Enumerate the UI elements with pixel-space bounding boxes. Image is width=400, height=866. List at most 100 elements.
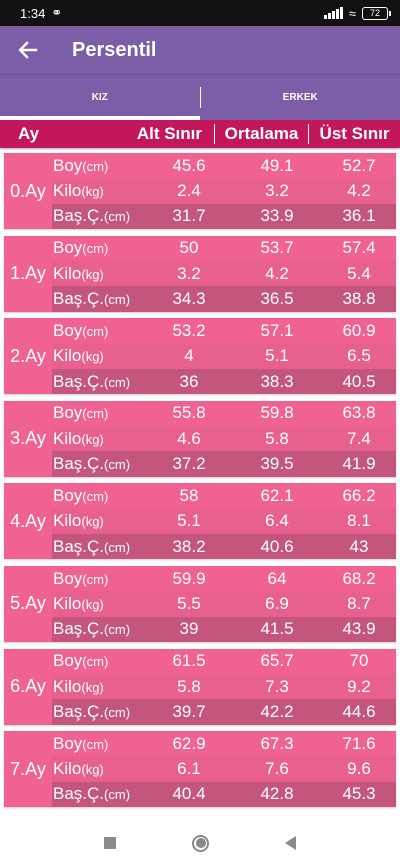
status-icons: ≈ 72 (323, 5, 391, 21)
row-label-name: Baş.Ç. (53, 288, 105, 308)
tab-erkek[interactable]: ERKEK (201, 75, 400, 120)
row-label-unit: (kg) (81, 596, 104, 612)
row-label-unit: (cm) (82, 654, 109, 670)
mean-value: 7.6 (265, 759, 289, 779)
row-label-name: Kilo (53, 676, 82, 696)
month-card: 3.Ay Boy(cm) 55.8 59.8 63.8 Kilo(kg) 4.6 5.8 7.4… (4, 400, 396, 477)
month-rows: Boy(cm) 59.9 64 68.2 Kilo(kg) 5.5 6.9 8.7 Baş.Ç.… (52, 565, 396, 642)
mean-value: 41.5 (260, 619, 294, 639)
row-label: Boy(cm) (52, 321, 146, 341)
row-label-name: Boy (53, 733, 83, 753)
status-time-group: 1:34 ⚭ (20, 5, 62, 21)
table-row: Boy(cm) 61.5 65.7 70 (52, 648, 396, 674)
month-card: 5.Ay Boy(cm) 59.9 64 68.2 Kilo(kg) 5.5 6.9 8.7 Ba… (4, 565, 396, 642)
row-label-name: Boy (53, 155, 83, 175)
table-row: Boy(cm) 55.8 59.8 63.8 (52, 400, 396, 427)
mean-value: 64 (267, 568, 287, 588)
table-row: Kilo(kg) 6.1 7.6 9.6 (52, 756, 396, 782)
row-label: Kilo(kg) (52, 346, 146, 366)
month-card: 0.Ay Boy(cm) 45.6 49.1 52.7 Kilo(kg) 2.4 3.2 4.2… (4, 153, 396, 229)
wifi-icon: ≈ (348, 5, 356, 21)
row-label: Baş.Ç.(cm) (52, 537, 146, 557)
row-label: Boy(cm) (52, 403, 146, 423)
header-upper: Üst Sınır (308, 124, 400, 144)
mean-value: 33.9 (260, 206, 294, 226)
lower-value: 39 (179, 619, 199, 639)
lower-value: 36 (179, 371, 199, 391)
mean-value: 6.9 (265, 593, 289, 613)
row-label-unit: (cm) (104, 374, 131, 390)
row-label: Boy(cm) (52, 486, 146, 506)
table-row: Kilo(kg) 5.8 7.3 9.2 (52, 673, 396, 700)
app-bar: Persentil (0, 26, 400, 74)
row-label: Boy(cm) (52, 651, 146, 671)
lower-value: 61.5 (172, 651, 206, 671)
dnd-off-icon: ⚭ (51, 5, 63, 20)
upper-value: 38.8 (342, 288, 376, 308)
tab-kiz[interactable]: KIZ (0, 75, 200, 120)
row-label-unit: (cm) (104, 457, 131, 473)
row-label-name: Kilo (53, 428, 82, 448)
row-label-unit: (kg) (81, 266, 104, 282)
upper-value: 43.9 (342, 619, 376, 639)
mean-value: 5.1 (265, 346, 289, 366)
month-rows: Boy(cm) 50 53.7 57.4 Kilo(kg) 3.2 4.2 5.4 Baş.Ç.… (52, 235, 396, 312)
month-rows: Boy(cm) 45.6 49.1 52.7 Kilo(kg) 2.4 3.2 4.2 Baş.… (52, 153, 396, 229)
mean-value: 3.2 (265, 180, 289, 200)
battery-level: 72 (369, 8, 380, 18)
lower-value: 31.7 (172, 206, 206, 226)
month-rows: Boy(cm) 62.9 67.3 71.6 Kilo(kg) 6.1 7.6 9.6 Baş.… (52, 731, 396, 808)
row-label-name: Boy (53, 486, 83, 506)
row-label: Kilo(kg) (52, 181, 146, 201)
upper-value: 8.1 (347, 511, 371, 531)
month-card: 2.Ay Boy(cm) 53.2 57.1 60.9 Kilo(kg) 4 5.1 6.5 Ba… (4, 318, 396, 395)
month-label: 5.Ay (4, 565, 52, 642)
table-row: Baş.Ç.(cm) 40.4 42.8 45.3 (52, 781, 396, 808)
month-rows: Boy(cm) 53.2 57.1 60.9 Kilo(kg) 4 5.1 6.5 Baş.Ç.… (52, 318, 396, 395)
lower-value: 55.8 (172, 403, 206, 423)
upper-value: 43 (349, 536, 369, 556)
mean-value: 38.3 (260, 371, 294, 391)
back-triangle-icon[interactable] (285, 836, 296, 850)
table-row: Kilo(kg) 4.6 5.8 7.4 (52, 426, 396, 452)
home-icon[interactable] (192, 834, 209, 852)
percentile-list[interactable]: 0.Ay Boy(cm) 45.6 49.1 52.7 Kilo(kg) 2.4 3.2 4.2… (0, 150, 400, 820)
month-rows: Boy(cm) 61.5 65.7 70 Kilo(kg) 5.8 7.3 9.2 Baş.Ç.… (52, 648, 396, 725)
table-row: Kilo(kg) 2.4 3.2 4.2 (52, 178, 396, 204)
row-label-name: Baş.Ç. (53, 701, 105, 721)
lower-value: 50 (179, 238, 199, 258)
row-label-unit: (cm) (104, 291, 131, 307)
table-row: Kilo(kg) 5.5 6.9 8.7 (52, 591, 396, 617)
row-label-name: Baş.Ç. (53, 536, 105, 556)
upper-value: 9.2 (347, 676, 371, 696)
table-row: Boy(cm) 58 62.1 66.2 (52, 483, 396, 509)
signal-icon (323, 7, 343, 19)
mean-value: 49.1 (260, 155, 294, 175)
table-row: Baş.Ç.(cm) 37.2 39.5 41.9 (52, 451, 396, 477)
row-label-name: Boy (53, 651, 83, 671)
recent-apps-icon[interactable] (104, 837, 116, 849)
row-label-unit: (cm) (82, 241, 109, 257)
table-row: Baş.Ç.(cm) 34.3 36.5 38.8 (52, 286, 396, 312)
mean-value: 39.5 (260, 454, 294, 474)
table-row: Baş.Ç.(cm) 36 38.3 40.5 (52, 368, 396, 395)
mean-value: 59.8 (260, 403, 294, 423)
upper-value: 52.7 (342, 155, 376, 175)
mean-value: 42.2 (260, 701, 294, 721)
lower-value: 6.1 (177, 759, 201, 779)
row-label-name: Baş.Ç. (53, 619, 105, 639)
row-label-unit: (cm) (104, 539, 131, 555)
table-row: Baş.Ç.(cm) 38.2 40.6 43 (52, 534, 396, 560)
system-nav-bar (0, 820, 400, 866)
status-bar: 1:34 ⚭ ≈ 72 (0, 0, 400, 26)
row-label-unit: (cm) (82, 323, 109, 339)
lower-value: 5.1 (177, 511, 201, 531)
table-row: Kilo(kg) 4 5.1 6.5 (52, 343, 396, 369)
mean-value: 57.1 (260, 320, 294, 340)
table-row: Boy(cm) 62.9 67.3 71.6 (52, 731, 396, 757)
back-button[interactable] (0, 40, 56, 60)
lower-value: 45.6 (172, 155, 206, 175)
row-label: Baş.Ç.(cm) (52, 454, 146, 474)
lower-value: 58 (179, 486, 199, 506)
row-label: Baş.Ç.(cm) (52, 206, 146, 226)
